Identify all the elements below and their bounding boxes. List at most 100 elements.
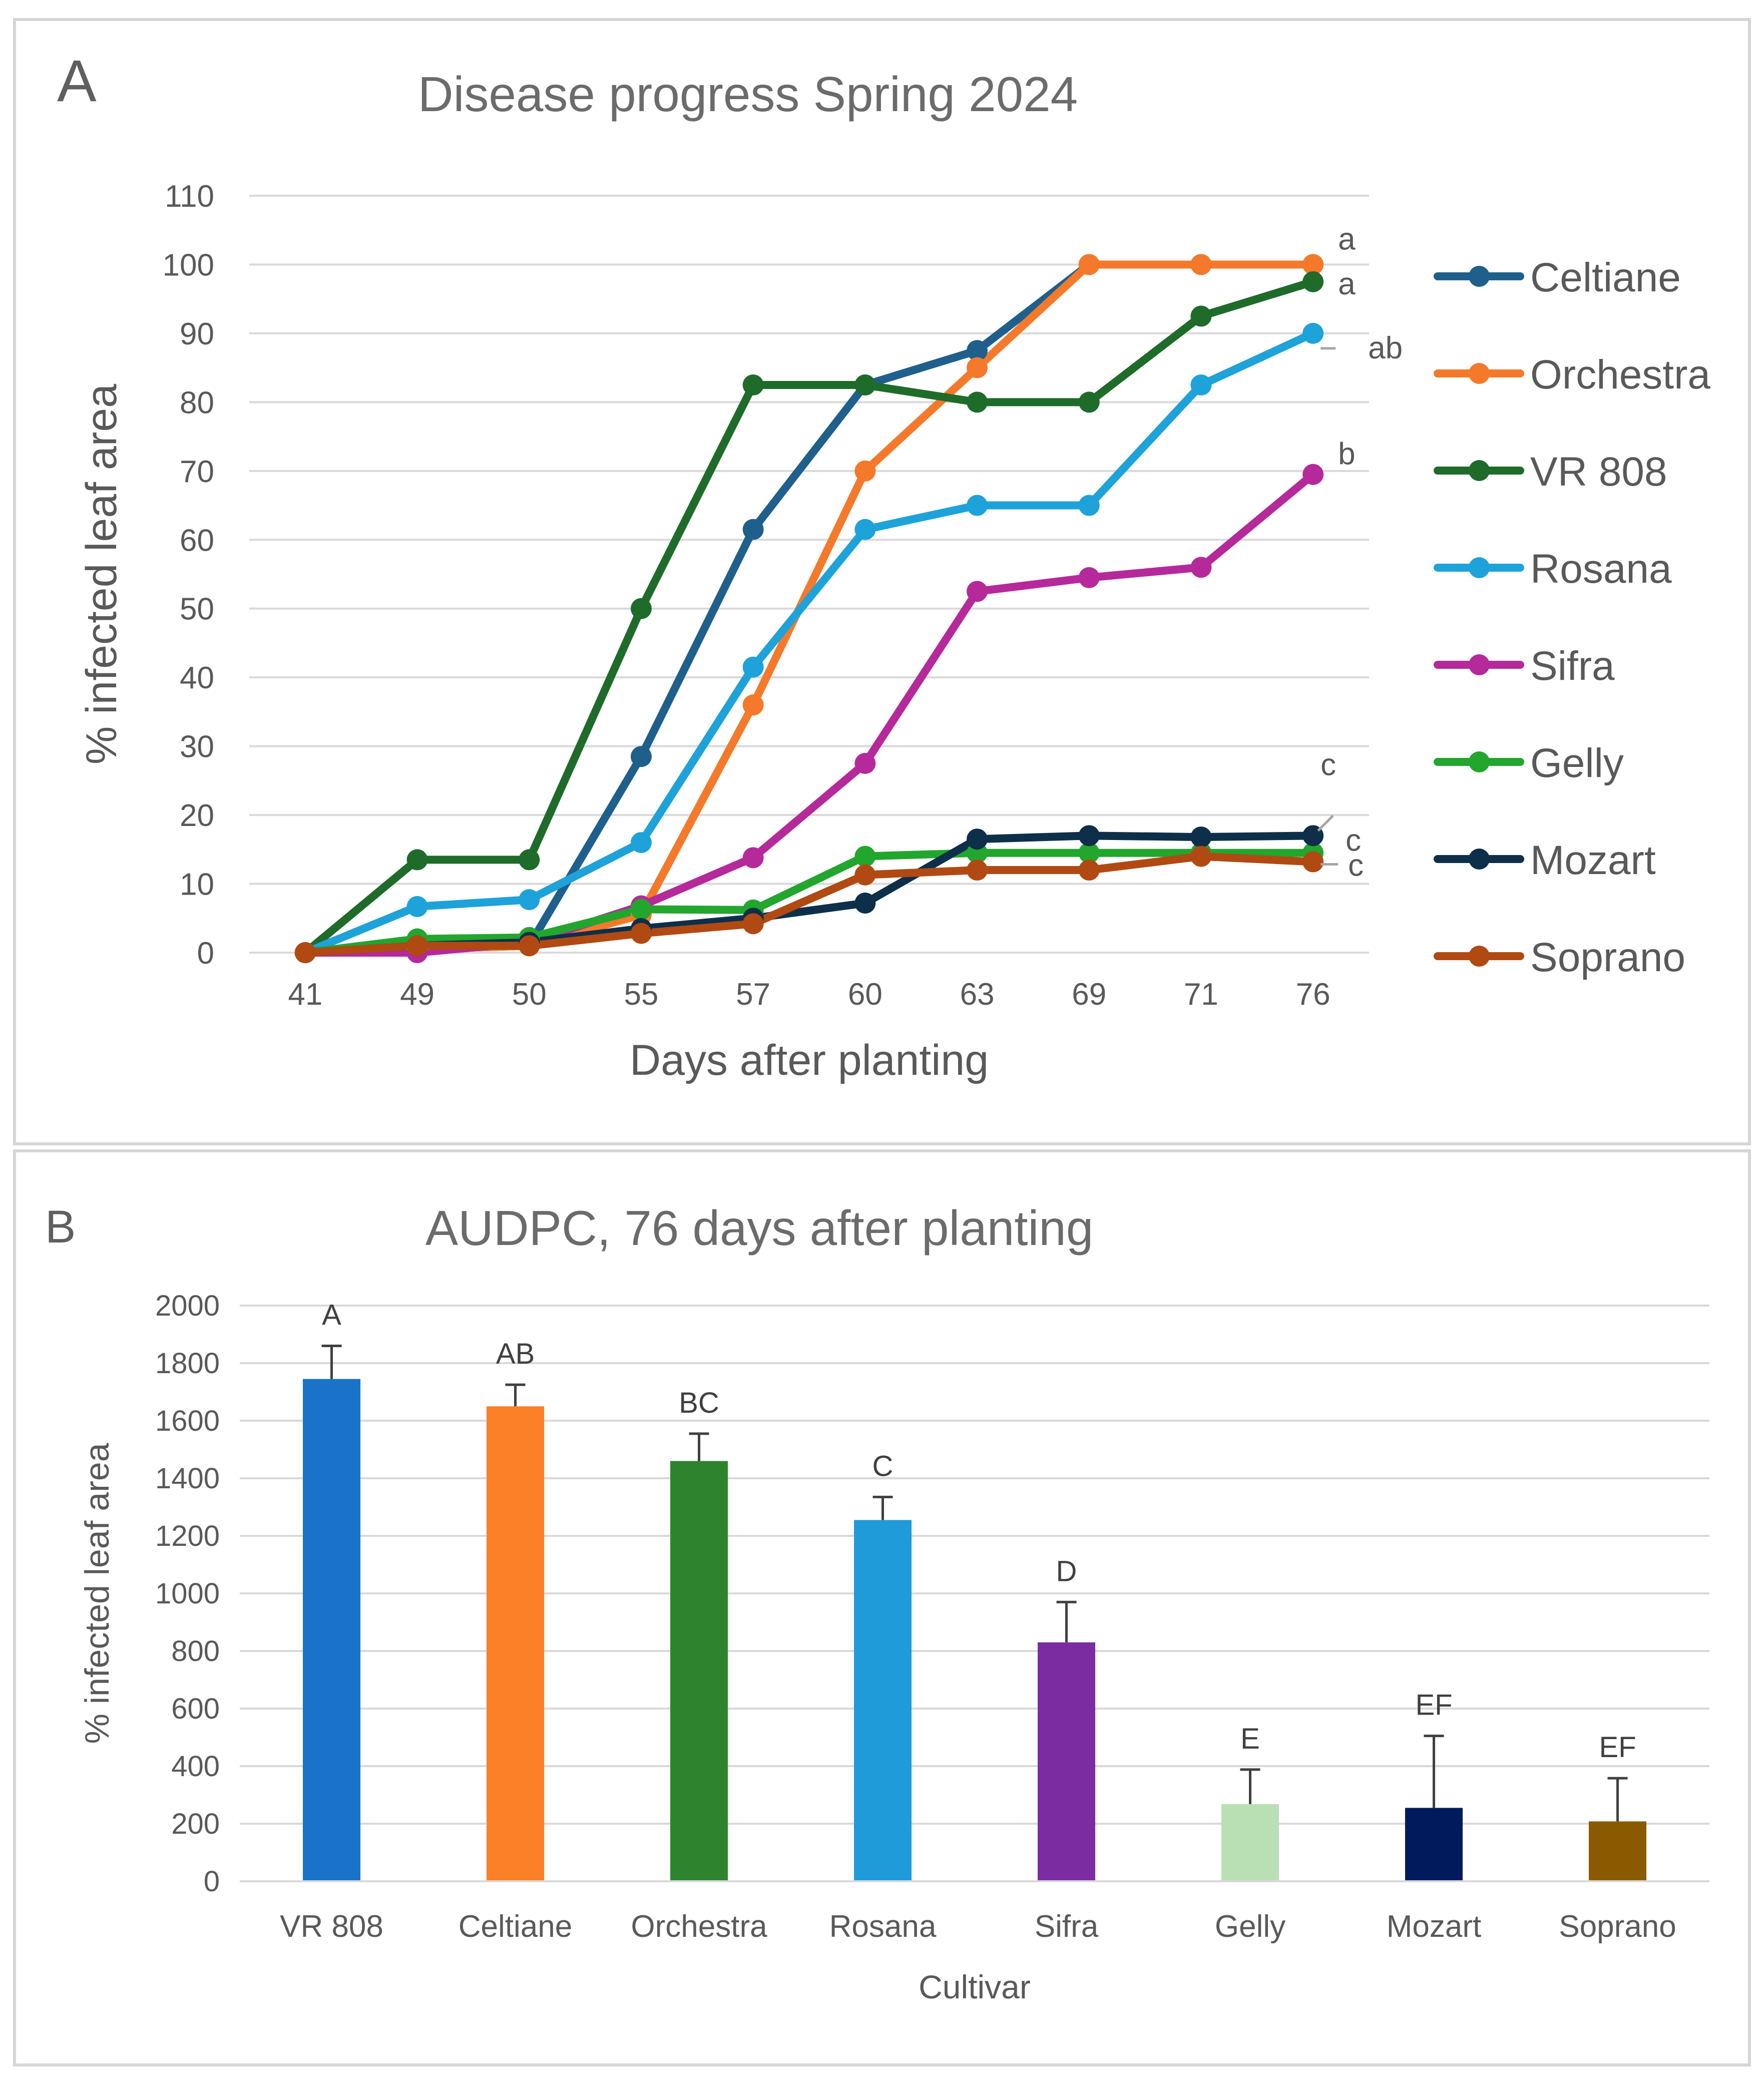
x-tick-label: Soprano: [1559, 1909, 1676, 1944]
data-point: [1078, 495, 1100, 516]
data-point: [406, 896, 428, 917]
data-point: [1302, 322, 1324, 344]
panel-label: B: [45, 1201, 76, 1253]
significance-label: C: [872, 1450, 894, 1482]
significance-label: AB: [496, 1338, 535, 1370]
x-tick-label: 60: [848, 977, 883, 1012]
data-point: [1190, 254, 1212, 275]
data-point: [519, 889, 540, 911]
x-axis-title: Days after planting: [630, 1036, 989, 1084]
data-point: [1190, 826, 1212, 848]
data-point: [854, 893, 876, 914]
y-tick-label: 600: [171, 1693, 220, 1725]
panel-label: A: [57, 48, 97, 114]
x-tick-label: Gelly: [1215, 1909, 1285, 1944]
data-point: [967, 828, 988, 850]
data-point: [1190, 374, 1212, 395]
bar: [670, 1461, 728, 1881]
y-tick-label: 800: [171, 1635, 220, 1668]
x-tick-label: VR 808: [280, 1909, 383, 1944]
data-point: [742, 847, 764, 869]
data-point: [519, 849, 540, 871]
y-tick-label: 1800: [155, 1347, 220, 1380]
y-tick-label: 1200: [155, 1520, 220, 1552]
leader-line: [1317, 814, 1334, 832]
legend-label: Celtiane: [1530, 255, 1681, 300]
data-point: [967, 495, 988, 516]
legend-label: Soprano: [1530, 935, 1685, 980]
x-axis-title: Cultivar: [919, 1968, 1031, 2005]
x-tick-label: 63: [960, 977, 995, 1012]
data-point: [630, 598, 652, 619]
legend-label: Mozart: [1530, 838, 1656, 883]
series-line-vr-808: [301, 277, 1317, 957]
y-tick-label: 110: [165, 179, 214, 214]
x-tick-label: Mozart: [1387, 1909, 1481, 1944]
legend-label: VR 808: [1530, 449, 1667, 495]
data-point: [406, 849, 428, 871]
data-point: [630, 899, 652, 920]
legend-marker: [1469, 460, 1490, 481]
data-point: [854, 753, 876, 774]
legend-label: Rosana: [1530, 546, 1672, 592]
data-point: [1190, 846, 1212, 867]
x-tick-label: Sifra: [1035, 1909, 1099, 1944]
data-point: [630, 746, 652, 767]
data-point: [967, 581, 988, 602]
x-tick-label: 76: [1296, 977, 1331, 1012]
series-line-gelly: [301, 849, 1317, 957]
data-point: [1078, 825, 1100, 847]
legend-marker: [1469, 654, 1490, 675]
data-point: [967, 340, 988, 361]
x-tick-label: 71: [1184, 977, 1218, 1012]
significance-label: a: [1338, 267, 1356, 301]
x-tick-label: 69: [1072, 977, 1106, 1012]
legend-label: Sifra: [1530, 643, 1615, 689]
chart-title: Disease progress Spring 2024: [418, 67, 1078, 122]
data-point: [967, 860, 988, 881]
x-tick-label: 57: [736, 977, 770, 1012]
significance-label: E: [1240, 1723, 1260, 1755]
data-point: [742, 519, 764, 540]
significance-label: c: [1348, 849, 1364, 883]
y-tick-label: 70: [180, 455, 214, 489]
bar: [1405, 1808, 1463, 1881]
data-point: [1078, 860, 1100, 881]
x-tick-label: 50: [512, 977, 547, 1012]
data-point: [854, 374, 876, 395]
significance-label: c: [1346, 823, 1361, 858]
y-tick-label: 10: [180, 868, 214, 902]
significance-label: b: [1338, 437, 1355, 472]
data-point: [1302, 254, 1324, 275]
legend-marker: [1469, 557, 1490, 578]
data-point: [1190, 305, 1212, 327]
panel-b: B AUDPC, 76 days after planting 0 200 400 600…: [13, 1149, 1751, 2066]
x-tick-label: 55: [624, 977, 658, 1012]
bar: [1221, 1804, 1279, 1881]
bar: [303, 1379, 360, 1881]
legend-label: Gelly: [1530, 740, 1624, 786]
bar: [854, 1520, 912, 1881]
y-tick-label: 60: [180, 523, 214, 558]
y-tick-label: 20: [180, 798, 214, 833]
y-tick-label: 200: [171, 1808, 220, 1840]
data-point: [1302, 851, 1324, 873]
significance-label: A: [322, 1299, 341, 1332]
y-tick-label: 100: [163, 248, 214, 282]
bar: [487, 1406, 544, 1881]
chart-title: AUDPC, 76 days after planting: [425, 1200, 1094, 1256]
data-point: [1078, 567, 1100, 588]
series-line-soprano: [301, 852, 1317, 957]
significance-label: D: [1056, 1555, 1077, 1587]
x-tick-label: 41: [288, 977, 322, 1012]
significance-label: c: [1320, 748, 1336, 782]
data-point: [854, 519, 876, 540]
data-point: [967, 357, 988, 378]
data-point: [294, 942, 316, 963]
data-point: [1078, 254, 1100, 275]
y-tick-label: 80: [180, 385, 214, 420]
x-tick-label: Rosana: [829, 1909, 937, 1944]
data-point: [742, 374, 764, 395]
y-tick-label: 400: [171, 1750, 220, 1783]
y-tick-label: 30: [180, 730, 214, 764]
